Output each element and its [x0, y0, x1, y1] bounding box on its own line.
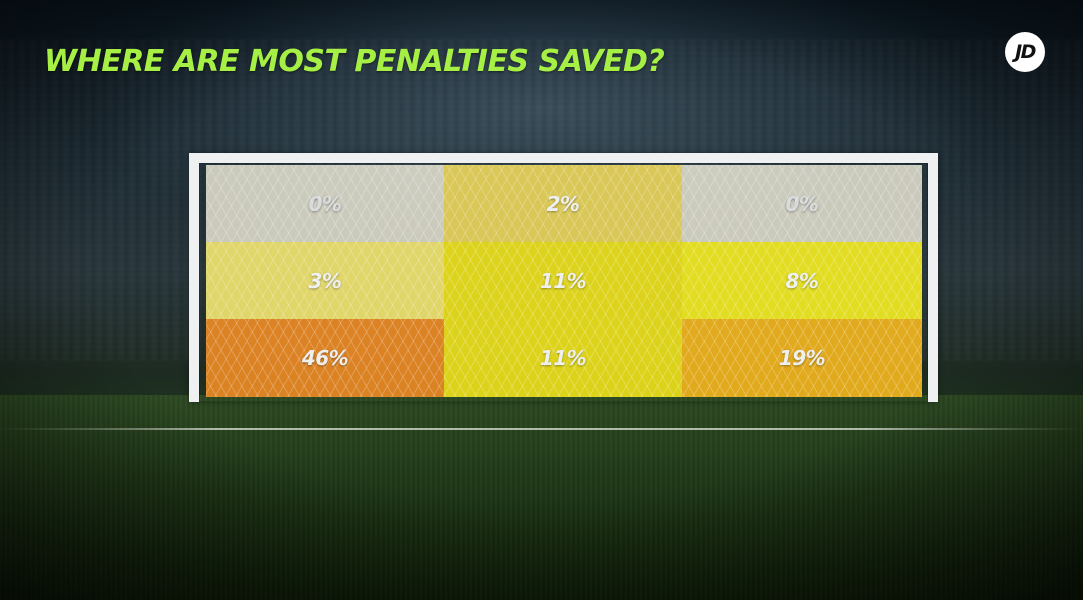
zone-middle-centre: 11% — [444, 242, 682, 319]
zone-value-label: 11% — [539, 346, 587, 370]
zone-middle-right: 8% — [682, 242, 922, 319]
zone-value-label: 0% — [785, 191, 819, 216]
zone-value-label: 2% — [546, 191, 580, 216]
zone-bottom-centre: 11% — [444, 319, 682, 397]
zone-value-label: 11% — [539, 268, 587, 293]
zone-middle-left: 3% — [206, 242, 444, 319]
goal-heatmap-grid: 0% 2% 0% 3% 11% 8% 46% 11% 19% — [206, 165, 922, 397]
pitch-grass — [0, 395, 1083, 600]
zone-value-label: 19% — [778, 346, 826, 370]
zone-bottom-right: 19% — [682, 319, 922, 397]
zone-bottom-left: 46% — [206, 319, 444, 397]
zone-top-left: 0% — [206, 165, 444, 242]
chart-title: WHERE ARE MOST PENALTIES SAVED? — [44, 44, 665, 79]
zone-value-label: 0% — [308, 191, 342, 216]
zone-top-centre: 2% — [444, 165, 682, 242]
goal-frame — [189, 153, 938, 402]
zone-value-label: 46% — [301, 346, 349, 370]
jd-logo: JD — [1005, 32, 1045, 72]
zone-value-label: 8% — [785, 268, 819, 293]
pitch-line — [0, 428, 1083, 430]
zone-top-right: 0% — [682, 165, 922, 242]
zone-value-label: 3% — [308, 268, 342, 293]
